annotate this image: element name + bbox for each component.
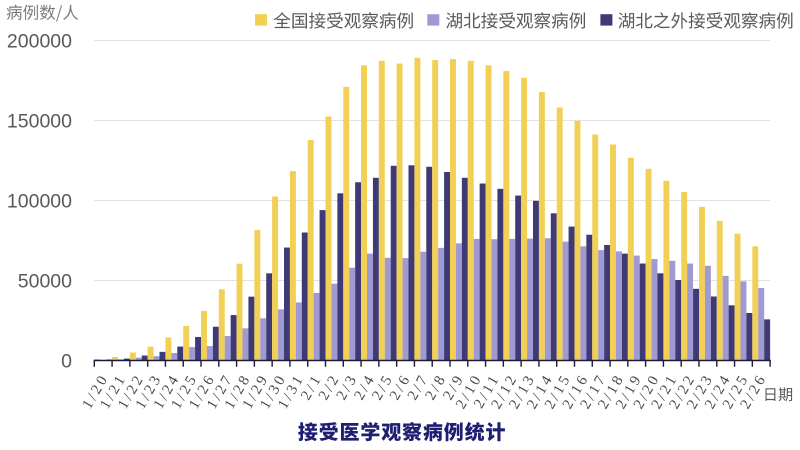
svg-text:0: 0 xyxy=(61,351,72,373)
svg-text:150000: 150000 xyxy=(7,111,72,133)
svg-text:50000: 50000 xyxy=(18,271,72,293)
svg-text:200000: 200000 xyxy=(7,31,72,53)
svg-text:100000: 100000 xyxy=(7,191,72,213)
